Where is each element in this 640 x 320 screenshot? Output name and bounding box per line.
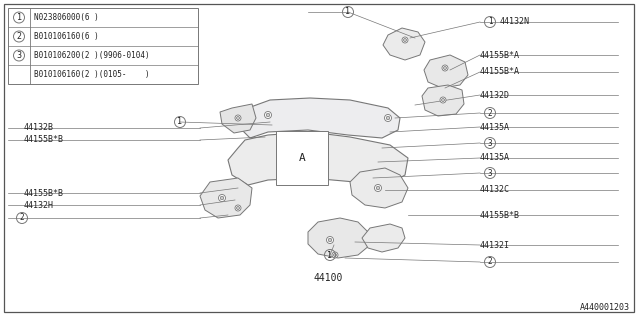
Circle shape bbox=[387, 116, 390, 120]
Text: 1: 1 bbox=[328, 251, 333, 260]
Text: 44135A: 44135A bbox=[480, 154, 510, 163]
Polygon shape bbox=[424, 55, 468, 88]
Circle shape bbox=[326, 236, 333, 244]
Polygon shape bbox=[228, 132, 408, 185]
Circle shape bbox=[328, 238, 332, 242]
Polygon shape bbox=[350, 168, 408, 208]
Text: 44132N: 44132N bbox=[500, 18, 530, 27]
Text: A: A bbox=[299, 153, 305, 163]
Text: 44155B*A: 44155B*A bbox=[480, 68, 520, 76]
Circle shape bbox=[376, 186, 380, 190]
Text: 44155B*B: 44155B*B bbox=[480, 211, 520, 220]
Text: 3: 3 bbox=[17, 51, 22, 60]
Text: 44132H: 44132H bbox=[24, 201, 54, 210]
Bar bbox=[8, 8, 198, 84]
Text: 44132C: 44132C bbox=[480, 186, 510, 195]
Text: 2: 2 bbox=[488, 258, 492, 267]
Text: B010106160(6 ): B010106160(6 ) bbox=[34, 32, 99, 41]
Circle shape bbox=[235, 205, 241, 211]
Circle shape bbox=[237, 116, 239, 119]
Text: B010106200(2 )(9906-0104): B010106200(2 )(9906-0104) bbox=[34, 51, 150, 60]
Text: 2: 2 bbox=[20, 213, 24, 222]
Text: 44155B*B: 44155B*B bbox=[24, 135, 64, 145]
Polygon shape bbox=[220, 104, 256, 133]
Polygon shape bbox=[422, 85, 464, 116]
Circle shape bbox=[266, 113, 269, 117]
Text: 44132B: 44132B bbox=[24, 124, 54, 132]
Circle shape bbox=[237, 206, 239, 210]
Text: N023806000(6 ): N023806000(6 ) bbox=[34, 13, 99, 22]
Circle shape bbox=[442, 99, 445, 101]
Circle shape bbox=[444, 67, 447, 69]
Circle shape bbox=[385, 115, 392, 122]
Polygon shape bbox=[240, 98, 400, 138]
Polygon shape bbox=[200, 178, 252, 218]
Text: 2: 2 bbox=[17, 32, 22, 41]
Text: 44132I: 44132I bbox=[480, 241, 510, 250]
Text: B010106160(2 )(0105-    ): B010106160(2 )(0105- ) bbox=[34, 70, 150, 79]
Circle shape bbox=[264, 111, 271, 118]
Circle shape bbox=[218, 195, 225, 202]
Text: 44155B*B: 44155B*B bbox=[24, 188, 64, 197]
Polygon shape bbox=[383, 28, 425, 60]
Text: 2: 2 bbox=[488, 108, 492, 117]
Text: 1: 1 bbox=[488, 18, 492, 27]
Text: A440001203: A440001203 bbox=[580, 303, 630, 312]
Circle shape bbox=[333, 253, 337, 257]
Text: 1: 1 bbox=[177, 117, 182, 126]
Text: 44132D: 44132D bbox=[480, 91, 510, 100]
Circle shape bbox=[235, 115, 241, 121]
Circle shape bbox=[442, 65, 448, 71]
Text: 1: 1 bbox=[346, 7, 351, 17]
Text: 44100: 44100 bbox=[314, 273, 342, 283]
Circle shape bbox=[220, 196, 224, 200]
Circle shape bbox=[332, 252, 338, 258]
Text: 3: 3 bbox=[488, 139, 492, 148]
Polygon shape bbox=[362, 224, 405, 252]
Text: 44135A: 44135A bbox=[480, 123, 510, 132]
Circle shape bbox=[402, 37, 408, 43]
Polygon shape bbox=[308, 218, 370, 258]
Text: 1: 1 bbox=[17, 13, 22, 22]
Text: 3: 3 bbox=[488, 169, 492, 178]
Circle shape bbox=[403, 38, 406, 42]
Circle shape bbox=[374, 185, 381, 191]
Text: 44155B*A: 44155B*A bbox=[480, 51, 520, 60]
Circle shape bbox=[440, 97, 446, 103]
